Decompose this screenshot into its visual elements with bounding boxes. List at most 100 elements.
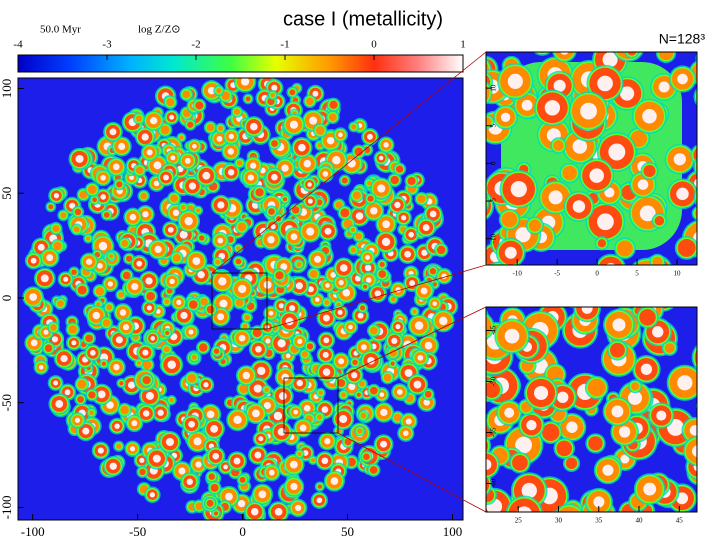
blob xyxy=(344,438,352,446)
blob xyxy=(354,147,364,157)
blob-core xyxy=(537,32,549,44)
blob-core xyxy=(593,496,605,508)
blob-core xyxy=(290,482,298,491)
blob-core xyxy=(379,392,385,397)
blob-core xyxy=(298,143,306,152)
blob xyxy=(121,239,129,247)
blob xyxy=(512,454,528,471)
blob-core xyxy=(307,286,314,293)
x-tick-label: 40 xyxy=(636,517,644,525)
blob xyxy=(122,271,131,280)
blob-core xyxy=(250,507,259,516)
blob-core xyxy=(351,372,358,379)
blob xyxy=(68,325,78,334)
blob-core xyxy=(119,309,127,316)
blob-core xyxy=(146,305,152,311)
blob-core xyxy=(273,411,283,421)
blob-halo xyxy=(712,144,720,182)
blob-core xyxy=(338,279,344,286)
blob xyxy=(210,483,219,492)
blob-core xyxy=(516,506,532,512)
blob xyxy=(50,324,57,331)
x-tick-label: -10 xyxy=(512,270,522,278)
blob xyxy=(282,197,287,202)
blob-core xyxy=(707,233,719,245)
blob-core xyxy=(223,464,228,470)
blob xyxy=(125,255,133,262)
blob-core xyxy=(500,112,511,122)
resolution-label: N=128³ xyxy=(659,31,706,47)
blob-core xyxy=(572,139,588,154)
blob-core xyxy=(370,207,378,215)
blob xyxy=(120,405,129,415)
blob-halo xyxy=(508,307,518,308)
blob xyxy=(526,34,541,49)
blob xyxy=(599,256,623,265)
blob xyxy=(233,108,241,115)
colorbar-tick-label: -4 xyxy=(13,39,23,51)
blob xyxy=(336,428,342,434)
blob-core xyxy=(330,477,339,485)
blob-core xyxy=(413,380,422,389)
y-tick-label: -100 xyxy=(0,496,14,520)
blob xyxy=(310,458,316,463)
blob-core xyxy=(152,454,161,463)
blob xyxy=(597,239,606,248)
blob xyxy=(137,361,142,366)
blob xyxy=(179,135,184,140)
blob xyxy=(196,208,201,213)
blob-halo xyxy=(464,421,481,438)
blob xyxy=(464,239,474,249)
blob-core xyxy=(295,504,302,512)
blob-edge xyxy=(563,284,581,302)
blob-core xyxy=(141,133,149,141)
blob xyxy=(712,228,720,252)
blob-core xyxy=(139,457,145,463)
blob xyxy=(309,270,318,278)
blob-halo xyxy=(713,160,720,175)
blob xyxy=(215,259,221,265)
blob-core xyxy=(640,363,653,375)
blob-core xyxy=(303,159,312,168)
blob-core xyxy=(357,312,364,319)
blob-core xyxy=(219,299,228,308)
blob-core xyxy=(202,171,211,180)
blob-core xyxy=(277,427,286,436)
blob xyxy=(656,307,670,309)
blob-core xyxy=(288,305,296,312)
blob-halo xyxy=(486,247,487,252)
blob-core xyxy=(656,410,667,421)
blob-core xyxy=(107,281,113,287)
blob xyxy=(77,379,87,389)
blob xyxy=(318,390,323,395)
blob xyxy=(239,476,246,483)
blob xyxy=(92,197,97,203)
blob-core xyxy=(115,336,123,344)
blob xyxy=(328,113,337,122)
blob-core xyxy=(611,405,624,418)
blob-core xyxy=(192,143,197,149)
blob-core xyxy=(217,237,224,244)
blob-core xyxy=(242,371,251,380)
blob-core xyxy=(247,174,255,181)
blob-edge xyxy=(710,226,720,253)
blob xyxy=(703,78,716,91)
blob-edge xyxy=(642,11,663,32)
blob xyxy=(685,438,697,464)
blob-core xyxy=(112,163,120,171)
blob-core xyxy=(533,385,549,401)
blob-core xyxy=(89,350,96,356)
blob-core xyxy=(136,260,143,267)
blob-core xyxy=(423,399,430,406)
blob-core xyxy=(563,513,576,526)
x-tick-label: 30 xyxy=(555,517,563,525)
blob-core xyxy=(366,277,372,283)
blob-core xyxy=(280,263,288,271)
blob-core xyxy=(258,490,267,499)
blob-core xyxy=(253,384,262,393)
blob xyxy=(710,98,720,112)
blob-core xyxy=(71,340,77,346)
x-tick-label: 0 xyxy=(239,524,246,539)
blob xyxy=(315,126,325,135)
blob-core xyxy=(692,445,697,458)
